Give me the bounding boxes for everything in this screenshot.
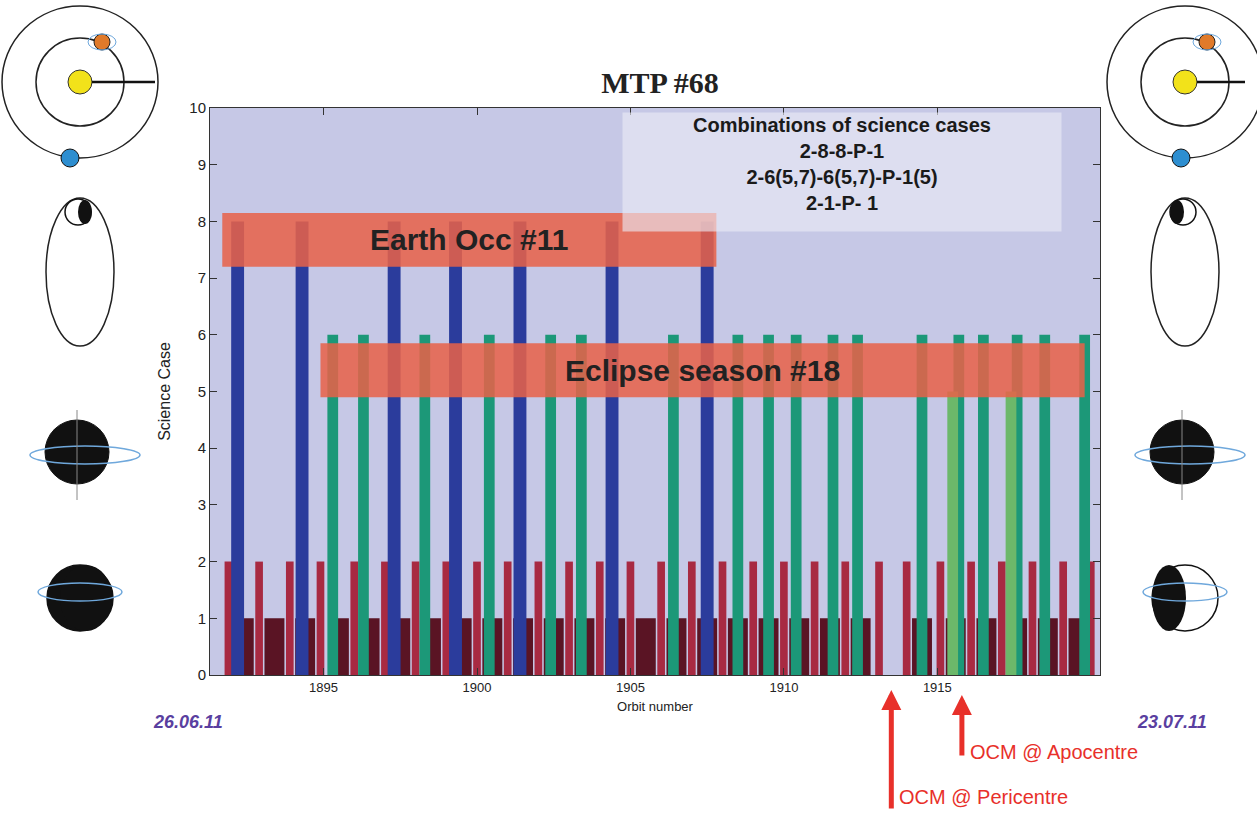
svg-text:23.07.11: 23.07.11 [1137, 712, 1207, 732]
svg-text:1: 1 [198, 610, 206, 627]
svg-text:7: 7 [198, 269, 206, 286]
svg-text:8: 8 [198, 213, 206, 230]
svg-text:Orbit number: Orbit number [617, 699, 694, 714]
svg-text:9: 9 [198, 156, 206, 173]
svg-text:3: 3 [198, 496, 206, 513]
svg-text:MTP #68: MTP #68 [601, 66, 719, 99]
svg-text:0: 0 [198, 666, 206, 683]
svg-text:2: 2 [198, 553, 206, 570]
svg-text:10: 10 [189, 99, 206, 116]
svg-text:Earth Occ #11: Earth Occ #11 [370, 223, 568, 256]
svg-text:1900: 1900 [463, 680, 492, 695]
svg-text:6: 6 [198, 326, 206, 343]
svg-text:5: 5 [198, 383, 206, 400]
svg-text:OCM @ Pericentre: OCM @ Pericentre [899, 786, 1068, 808]
svg-text:Combinations of science cases2: Combinations of science cases2-8-8-P-12-… [693, 114, 991, 214]
svg-text:1910: 1910 [769, 680, 798, 695]
svg-text:Eclipse season #18: Eclipse season #18 [565, 354, 840, 387]
svg-text:1895: 1895 [309, 680, 338, 695]
svg-text:Science Case: Science Case [156, 342, 173, 441]
svg-text:26.06.11: 26.06.11 [153, 712, 223, 732]
svg-text:4: 4 [198, 439, 206, 456]
svg-text:OCM @ Apocentre: OCM @ Apocentre [970, 741, 1138, 763]
svg-text:1905: 1905 [616, 680, 645, 695]
svg-text:1915: 1915 [923, 680, 952, 695]
